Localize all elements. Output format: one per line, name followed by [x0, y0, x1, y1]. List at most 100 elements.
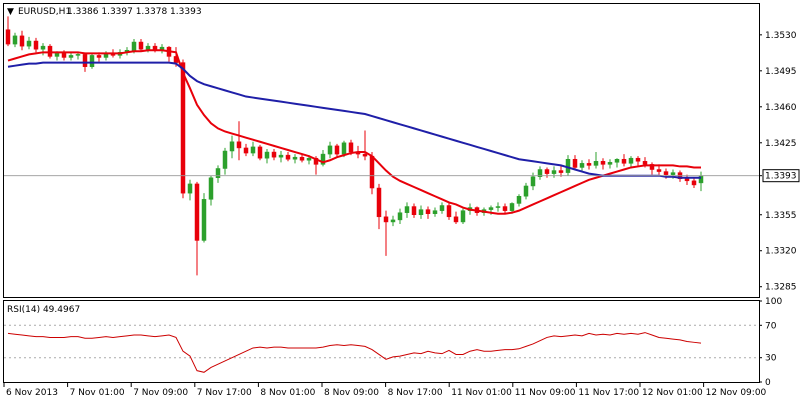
- candle: [201, 193, 207, 243]
- candle: [446, 202, 452, 220]
- candle: [495, 202, 501, 212]
- candle: [75, 52, 81, 60]
- candle-body: [201, 199, 207, 241]
- candle-body: [558, 170, 564, 173]
- candle-body: [460, 210, 466, 223]
- candle: [159, 44, 165, 54]
- candle-body: [26, 40, 32, 47]
- candle-body: [628, 157, 634, 164]
- candle: [271, 148, 277, 161]
- candle: [628, 156, 634, 168]
- rsi-line: [7, 332, 702, 373]
- candle-body: [306, 157, 312, 161]
- candle-body: [537, 169, 543, 177]
- candle-body: [40, 45, 46, 50]
- candle: [572, 155, 578, 171]
- candle-body: [334, 145, 340, 155]
- candle-body: [152, 45, 158, 50]
- rsi-label: RSI(14) 49.4967: [7, 305, 80, 315]
- candle-body: [600, 161, 606, 165]
- candle-body: [579, 163, 585, 168]
- ohlc-label: 1.3386 1.3397 1.3378 1.3393: [67, 7, 202, 17]
- candle: [89, 53, 95, 69]
- candle: [586, 159, 592, 170]
- candle: [579, 160, 585, 172]
- candle: [257, 144, 263, 161]
- candle-body: [390, 219, 396, 223]
- candle-body: [33, 40, 39, 50]
- symbol-label: EURUSD,H1: [18, 7, 71, 17]
- candle-body: [89, 55, 95, 67]
- price-tick-label: 1.3460: [765, 103, 797, 113]
- candle-body: [5, 29, 11, 45]
- candle: [26, 36, 32, 50]
- candle-body: [551, 170, 557, 174]
- candle: [19, 30, 25, 51]
- candle-body: [663, 171, 669, 175]
- price-tick-label: 1.3355: [765, 211, 797, 221]
- candle-body: [278, 154, 284, 158]
- candle-body: [565, 158, 571, 173]
- candle: [439, 202, 445, 214]
- candle-body: [215, 168, 221, 178]
- price-tick-label: 1.3530: [765, 31, 797, 41]
- candle-body: [523, 185, 529, 197]
- candle: [593, 152, 599, 169]
- candle: [425, 206, 431, 219]
- rsi-tick-label: 100: [765, 297, 782, 307]
- ma-slow-line: [7, 61, 701, 179]
- candle: [194, 181, 200, 276]
- time-tick-label: 6 Nov 2013: [6, 388, 58, 398]
- candle-body: [180, 62, 186, 194]
- candle-body: [82, 54, 88, 67]
- candle: [292, 154, 298, 164]
- candle: [635, 156, 641, 167]
- candle: [222, 147, 228, 175]
- candle: [299, 154, 305, 163]
- main-panel-frame: [3, 3, 760, 298]
- time-tick-label: 11 Nov 01:00: [451, 388, 512, 398]
- candle: [285, 152, 291, 162]
- candle-body: [320, 153, 326, 165]
- candle-body: [159, 46, 165, 50]
- candle-body: [299, 156, 305, 161]
- candle: [278, 151, 284, 163]
- time-tick-label: 12 Nov 01:00: [642, 388, 703, 398]
- rsi-levels-layer: [4, 324, 759, 359]
- candle: [180, 59, 186, 199]
- candle-body: [411, 206, 417, 216]
- candle-body: [236, 141, 242, 149]
- candle: [600, 158, 606, 170]
- time-tick-label: 8 Nov 09:00: [324, 388, 379, 398]
- candle: [327, 141, 333, 159]
- candle: [516, 194, 522, 207]
- candle: [243, 143, 249, 157]
- candle-body: [250, 146, 256, 154]
- candle: [47, 44, 53, 59]
- candle: [684, 174, 690, 185]
- candle-body: [243, 147, 249, 154]
- candle-body: [502, 206, 508, 211]
- candle-body: [12, 35, 18, 45]
- candle-body: [614, 158, 620, 163]
- candle: [208, 175, 214, 206]
- candle-body: [208, 177, 214, 200]
- header-marker[interactable]: ▼: [7, 7, 14, 17]
- candle: [138, 38, 144, 52]
- rsi-tick-label: 0: [765, 378, 771, 388]
- time-tick-label: 7 Nov 17:00: [197, 388, 252, 398]
- candle: [33, 37, 39, 53]
- candle: [334, 143, 340, 158]
- candle-body: [446, 205, 452, 218]
- candle: [320, 149, 326, 167]
- candle: [621, 154, 627, 167]
- candle-body: [453, 216, 459, 223]
- candle-body: [138, 41, 144, 50]
- candle-body: [425, 209, 431, 214]
- candle: [264, 148, 270, 164]
- candle-body: [131, 41, 137, 51]
- candle: [558, 165, 564, 177]
- rsi-tick-label: 70: [765, 321, 777, 331]
